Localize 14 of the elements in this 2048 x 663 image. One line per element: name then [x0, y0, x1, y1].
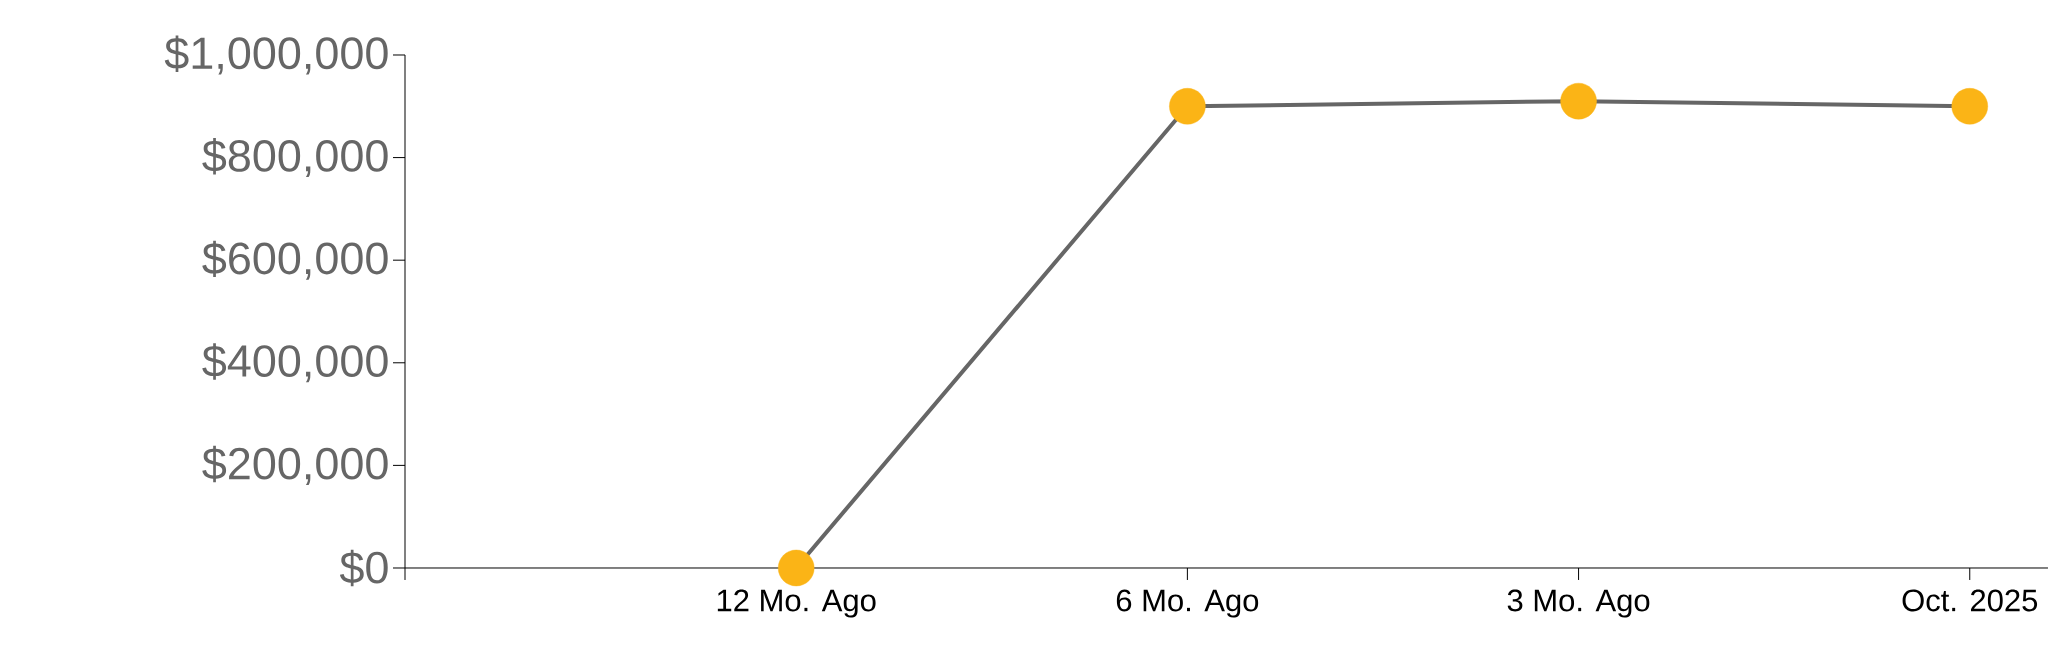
- point: [1560, 82, 1597, 120]
- x-tick-label: 3 Mo. Ago: [1507, 589, 1650, 618]
- x-tick-label: Oct. 2025: [1902, 589, 2038, 612]
- y-tick-label: $600,000: [202, 240, 388, 280]
- point: [1951, 88, 1988, 125]
- y-tick-label: $1,000,000: [164, 35, 388, 75]
- x-tick-label: 6 Mo. Ago: [1116, 589, 1259, 618]
- y-tick-label: $200,000: [202, 445, 388, 485]
- y-tick-label: $800,000: [202, 138, 388, 178]
- y-tick-label: $0: [339, 549, 388, 587]
- point: [1169, 88, 1206, 125]
- x-tick-label: 12 Mo. Ago: [717, 589, 876, 618]
- y-tick-label: $400,000: [202, 343, 388, 383]
- point: [778, 549, 815, 587]
